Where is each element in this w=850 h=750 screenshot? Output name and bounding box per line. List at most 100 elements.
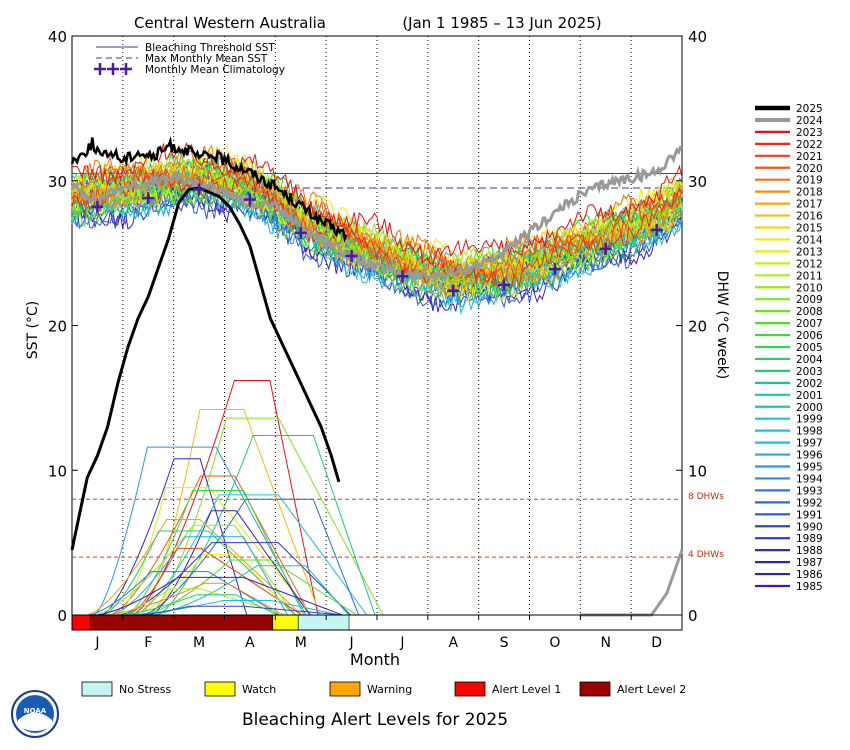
alert-segment xyxy=(89,614,274,631)
year-legend-label: 2005 xyxy=(796,342,823,354)
legend-monthly-mean-climatology: Monthly Mean Climatology xyxy=(145,64,285,76)
dhw-line xyxy=(72,605,353,616)
year-legend-label: 1988 xyxy=(796,545,823,557)
y-axis-left-label: SST (°C) xyxy=(25,301,41,359)
year-legend-label: 2010 xyxy=(796,282,823,294)
year-legend-label: 1985 xyxy=(796,581,823,593)
year-legend-label: 2023 xyxy=(796,127,823,139)
climatology-cross xyxy=(120,63,132,75)
year-legend-label: 2003 xyxy=(796,366,823,378)
year-legend-label: 2020 xyxy=(796,163,823,175)
alert-legend-label: Watch xyxy=(242,683,276,696)
left-tick-label: 40 xyxy=(48,28,67,46)
dhw-line xyxy=(72,519,312,616)
legend-bleaching-threshold: Bleaching Threshold SST xyxy=(145,42,275,54)
sst-line-2022 xyxy=(71,168,683,289)
climatology-cross xyxy=(396,270,409,283)
sst-line-1990 xyxy=(71,188,683,306)
alert-segment xyxy=(272,614,299,631)
year-legend-label: 2025 xyxy=(796,103,823,115)
right-tick-label: 40 xyxy=(688,28,707,46)
dhw-series xyxy=(72,380,394,616)
dhw-line xyxy=(72,571,290,616)
dhw-line xyxy=(72,553,304,616)
dhw-line xyxy=(72,446,316,616)
month-tick-label: J xyxy=(349,635,354,651)
reference-legend: Bleaching Threshold SST Max Monthly Mean… xyxy=(94,42,285,76)
month-gridlines xyxy=(122,36,632,615)
climatology-cross xyxy=(498,278,511,291)
year-legend-label: 2004 xyxy=(796,354,823,366)
x-axis-label: Month xyxy=(350,650,400,669)
year-legend-label: 2001 xyxy=(796,390,823,402)
month-tick-label: A xyxy=(245,635,255,651)
alert-legend-label: Alert Level 2 xyxy=(617,683,686,696)
noaa-logo: NOAA xyxy=(11,690,59,738)
climatology-cross xyxy=(447,284,460,297)
year-legend-label: 1996 xyxy=(796,450,823,462)
sst-line-2013 xyxy=(71,171,683,302)
right-tick-label: 20 xyxy=(688,318,707,336)
right-tick-label: 0 xyxy=(688,607,698,625)
dhw-line xyxy=(72,559,367,616)
year-legend-label: 2006 xyxy=(796,330,823,342)
climatology-cross xyxy=(91,200,104,213)
bottom-title: Bleaching Alert Levels for 2025 xyxy=(242,710,508,730)
alert-legend-swatch xyxy=(204,681,236,697)
year-legend-label: 2017 xyxy=(796,199,823,211)
year-legend-label: 2016 xyxy=(796,211,823,223)
axis-ticks: 0 0 10 10 20 20 30 30 40 40 J F M A M J J A S O N D xyxy=(48,28,707,651)
legend-max-monthly-mean: Max Monthly Mean SST xyxy=(145,53,268,65)
year-legend-label: 1992 xyxy=(796,497,823,509)
year-legend-label: 1991 xyxy=(796,509,823,521)
year-legend-label: 2011 xyxy=(796,270,823,282)
alert-legend-label: No Stress xyxy=(119,683,172,696)
climatology-cross xyxy=(193,183,206,196)
right-tick-label: 30 xyxy=(688,173,707,191)
year-legend-label: 1993 xyxy=(796,485,823,497)
month-tick-label: J xyxy=(399,635,404,651)
year-legend-label: 1986 xyxy=(796,569,823,581)
year-legend-label: 1994 xyxy=(796,473,823,485)
climatology-cross xyxy=(107,63,119,75)
sst-line-2025 xyxy=(70,136,348,243)
y-axis-right-label: DHW (°C week) xyxy=(714,271,730,380)
noaa-logo-text: NOAA xyxy=(24,707,47,715)
dhw-line xyxy=(72,536,298,616)
dhw-line xyxy=(72,524,304,616)
dhw-line xyxy=(72,490,314,616)
dhw-line xyxy=(72,435,386,616)
climatology-cross xyxy=(345,250,358,263)
climatology-cross xyxy=(650,223,663,236)
year-legend-label: 1990 xyxy=(796,521,823,533)
dhw-line xyxy=(72,576,353,616)
alert-legend-swatch xyxy=(579,681,611,697)
chart-title: Central Western Australia xyxy=(134,14,326,32)
year-legend-label: 1987 xyxy=(796,557,823,569)
year-legend: 2025202420232022202120202019201820172016… xyxy=(755,103,823,593)
dhw-line xyxy=(72,588,296,616)
dhw-line xyxy=(72,565,359,616)
dhw-line xyxy=(72,494,377,616)
year-legend-label: 1998 xyxy=(796,426,823,438)
year-legend-label: 1999 xyxy=(796,414,823,426)
dhw-line xyxy=(72,487,323,616)
year-legend-label: 2002 xyxy=(796,378,823,390)
year-legend-label: 2021 xyxy=(796,151,823,163)
year-legend-label: 2009 xyxy=(796,294,823,306)
year-legend-label: 2024 xyxy=(796,115,823,127)
year-legend-label: 2012 xyxy=(796,258,823,270)
alert-level-legend: No Stress Watch Warning Alert Level 1 Alert … xyxy=(81,681,686,697)
sst-line-2023 xyxy=(71,142,683,265)
month-tick-label: M xyxy=(193,635,205,651)
alert-segment xyxy=(71,614,91,631)
left-tick-label: 20 xyxy=(48,318,67,336)
alert-legend-swatch xyxy=(329,681,361,697)
year-legend-label: 1995 xyxy=(796,462,823,474)
climatology-cross xyxy=(599,242,612,255)
dhw-line xyxy=(72,475,320,616)
sst-line-2020 xyxy=(71,157,683,280)
sst-series xyxy=(70,136,684,617)
year-legend-label: 1997 xyxy=(796,438,823,450)
